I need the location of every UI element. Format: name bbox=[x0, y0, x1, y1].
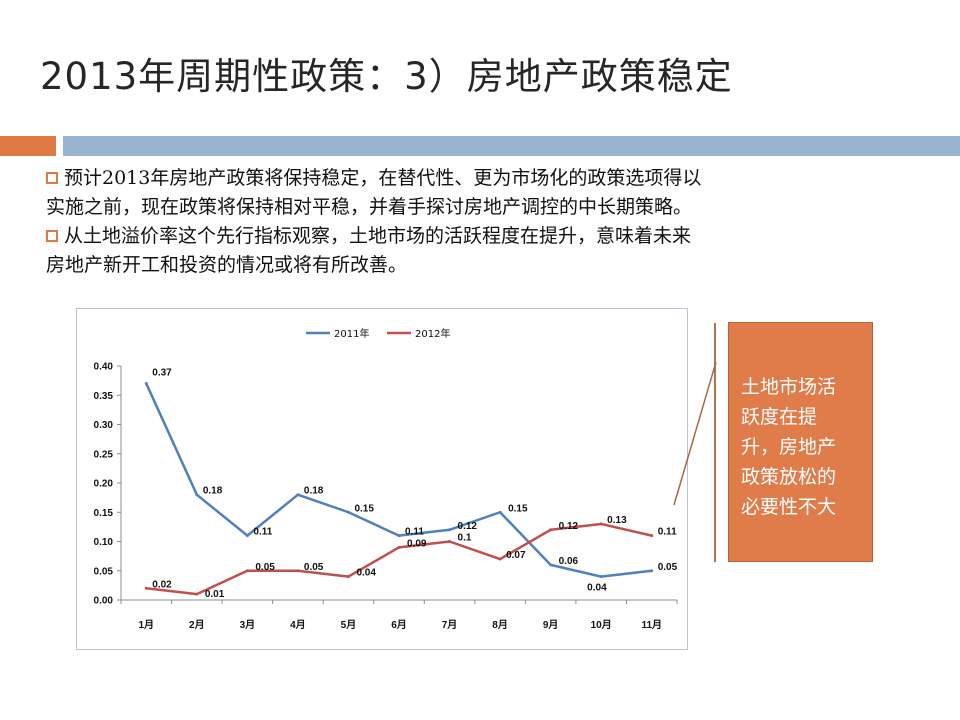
data-point bbox=[144, 586, 148, 590]
x-tick-label: 1月 bbox=[138, 619, 154, 631]
legend-label: 2011年 bbox=[334, 327, 369, 340]
data-label: 0.15 bbox=[508, 503, 528, 514]
data-point bbox=[346, 575, 350, 579]
y-tick-label: 0.05 bbox=[94, 566, 114, 577]
data-label: 0.12 bbox=[559, 521, 579, 532]
y-tick-label: 0.15 bbox=[94, 508, 114, 519]
callout-box: 土地市场活 跃度在提 升，房地产 政策放松的 必要性不大 bbox=[728, 322, 873, 562]
data-label: 0.18 bbox=[203, 486, 223, 497]
callout-pointer-line bbox=[673, 361, 717, 506]
y-tick-label: 0.25 bbox=[94, 449, 114, 460]
data-label: 0.37 bbox=[152, 368, 172, 379]
data-label: 0.09 bbox=[407, 538, 427, 549]
decor-bar-orange bbox=[0, 136, 56, 156]
data-point bbox=[599, 575, 603, 579]
data-point bbox=[650, 569, 654, 573]
data-point bbox=[144, 382, 148, 386]
data-label: 0.06 bbox=[559, 556, 579, 567]
data-label: 0.04 bbox=[587, 583, 607, 594]
y-tick-label: 0.00 bbox=[94, 596, 114, 607]
data-label: 0.02 bbox=[152, 579, 172, 590]
data-point bbox=[296, 493, 300, 497]
line-chart: 0.00 0.05 0.10 0.15 0.20 0.25 0.30 0.35 0.40 1月 2月… bbox=[94, 327, 678, 631]
y-tick-label: 0.40 bbox=[94, 362, 114, 373]
decor-bar-blue bbox=[63, 136, 960, 156]
y-tick-label: 0.35 bbox=[94, 391, 114, 402]
data-point bbox=[448, 540, 452, 543]
data-point bbox=[498, 510, 502, 514]
data-label: 0.04 bbox=[356, 568, 376, 579]
bullet-2-line-1: 从土地溢价率这个先行指标观察，土地市场的活跃程度在提升，意味着未来 bbox=[46, 222, 876, 251]
data-label: 0.05 bbox=[658, 562, 678, 573]
data-label: 0.1 bbox=[458, 533, 472, 544]
data-point bbox=[549, 563, 553, 567]
callout-line: 必要性不大 bbox=[741, 496, 837, 518]
callout-line: 土地市场活 bbox=[741, 376, 837, 398]
data-point bbox=[397, 534, 401, 538]
data-label: 0.11 bbox=[658, 527, 677, 538]
x-tick-label: 10月 bbox=[591, 619, 612, 631]
bullet-2-line-2: 房地产新开工和投资的情况或将有所改善。 bbox=[46, 254, 408, 276]
data-label: 0.11 bbox=[405, 527, 424, 538]
data-point bbox=[346, 510, 350, 514]
x-tick-label: 9月 bbox=[543, 619, 559, 631]
callout-line: 政策放松的 bbox=[741, 466, 837, 488]
bullet-text: 预计2013年房地产政策将保持稳定，在替代性、更为市场化的政策选项得以 bbox=[64, 167, 702, 189]
data-label: 0.01 bbox=[205, 589, 225, 600]
x-tick-label: 11月 bbox=[641, 619, 662, 631]
bullet-1-line-1: 预计2013年房地产政策将保持稳定，在替代性、更为市场化的政策选项得以 bbox=[46, 164, 876, 193]
data-label: 0.18 bbox=[304, 486, 324, 497]
data-point bbox=[195, 493, 199, 497]
bullet-square-icon bbox=[46, 230, 58, 242]
data-point bbox=[245, 534, 249, 538]
data-label: 0.15 bbox=[354, 503, 374, 514]
x-tick-label: 2月 bbox=[189, 619, 205, 631]
callout-line: 跃度在提 bbox=[741, 406, 818, 428]
bullet-text: 从土地溢价率这个先行指标观察，土地市场的活跃程度在提升，意味着未来 bbox=[64, 225, 692, 247]
x-tick-label: 3月 bbox=[240, 619, 256, 631]
bullet-list: 预计2013年房地产政策将保持稳定，在替代性、更为市场化的政策选项得以 实施之前… bbox=[46, 164, 876, 280]
x-tick-label: 5月 bbox=[341, 619, 357, 631]
data-point bbox=[650, 534, 654, 538]
x-tick-label: 6月 bbox=[391, 619, 407, 631]
x-tick-label: 8月 bbox=[492, 619, 508, 631]
x-tick-label: 4月 bbox=[290, 619, 306, 631]
data-label: 0.05 bbox=[255, 562, 275, 573]
data-point bbox=[448, 528, 452, 532]
data-point bbox=[245, 569, 249, 573]
y-tick-label: 0.10 bbox=[94, 537, 114, 548]
data-point bbox=[296, 569, 300, 573]
data-point bbox=[549, 528, 553, 532]
data-label: 0.11 bbox=[253, 527, 272, 538]
data-point bbox=[498, 557, 502, 561]
data-label: 0.07 bbox=[506, 550, 526, 561]
legend-label: 2012年 bbox=[415, 327, 450, 340]
y-tick-label: 0.30 bbox=[94, 420, 114, 431]
bullet-square-icon bbox=[46, 172, 58, 184]
callout-line: 升，房地产 bbox=[741, 436, 837, 458]
data-point bbox=[397, 545, 401, 549]
chart-frame: 0.00 0.05 0.10 0.15 0.20 0.25 0.30 0.35 0.40 1月 2月… bbox=[76, 308, 688, 650]
bullet-1-line-2: 实施之前，现在政策将保持相对平稳，并着手探讨房地产调控的中长期策略。 bbox=[46, 196, 693, 218]
data-label: 0.05 bbox=[304, 562, 324, 573]
x-tick-label: 7月 bbox=[442, 619, 458, 631]
data-label: 0.12 bbox=[458, 521, 478, 532]
slide-title: 2013年周期性政策：3）房地产政策稳定 bbox=[40, 55, 733, 98]
y-tick-label: 0.20 bbox=[94, 479, 114, 490]
callout-bracket bbox=[714, 323, 716, 562]
data-point bbox=[195, 592, 199, 596]
data-point bbox=[599, 522, 603, 526]
data-label: 0.13 bbox=[607, 515, 627, 526]
